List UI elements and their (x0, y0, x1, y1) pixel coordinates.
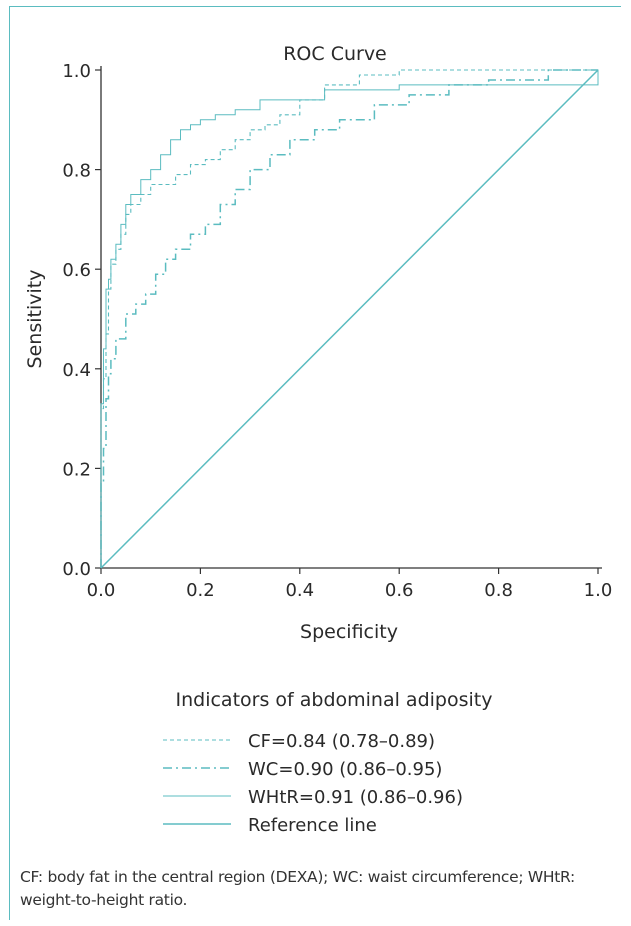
series-line-3 (100, 69, 599, 569)
y-tick-label: 0.2 (62, 459, 91, 480)
series-line-2 (100, 69, 599, 568)
x-tick-label: 0.4 (285, 580, 314, 601)
legend-label-0: CF=0.84 (0.78–0.89) (248, 731, 435, 752)
legend-label-2: WHtR=0.91 (0.86–0.96) (248, 787, 463, 808)
legend-label-3: Reference line (248, 815, 377, 836)
legend-label-1: WC=0.90 (0.86–0.95) (248, 759, 442, 780)
x-tick-label: 0.6 (385, 580, 414, 601)
y-tick-label: 0.0 (62, 559, 91, 580)
legend: CF=0.84 (0.78–0.89) WC=0.90 (0.86–0.95) WH… (163, 731, 463, 836)
x-tick-label: 0.0 (87, 580, 116, 601)
y-tick-label: 0.8 (62, 161, 91, 182)
y-axis-label: Sensitivity (24, 270, 46, 369)
figure-frame (9, 6, 621, 920)
x-tick-label: 0.8 (484, 580, 513, 601)
y-tick-label: 0.6 (62, 260, 91, 281)
chart-title: ROC Curve (283, 43, 387, 65)
roc-chart: ROC Curve 0.0 0.2 0.4 0.6 0.8 1.0 0.0 0.2 0.4 0.6… (24, 43, 612, 836)
x-tick-label: 1.0 (584, 580, 613, 601)
series-line-1 (100, 69, 598, 568)
x-axis-label: Specificity (300, 621, 398, 643)
y-tick-label: 1.0 (62, 61, 91, 82)
figure-caption: CF: body fat in the central region (DEXA… (20, 868, 575, 909)
x-tick-label: 0.2 (186, 580, 215, 601)
roc-curves (100, 69, 599, 569)
axes: 0.0 0.2 0.4 0.6 0.8 1.0 0.0 0.2 0.4 0.6 0.8 1.0 (62, 61, 612, 601)
legend-title: Indicators of abdominal adiposity (176, 689, 493, 711)
y-tick-label: 0.4 (62, 360, 91, 381)
